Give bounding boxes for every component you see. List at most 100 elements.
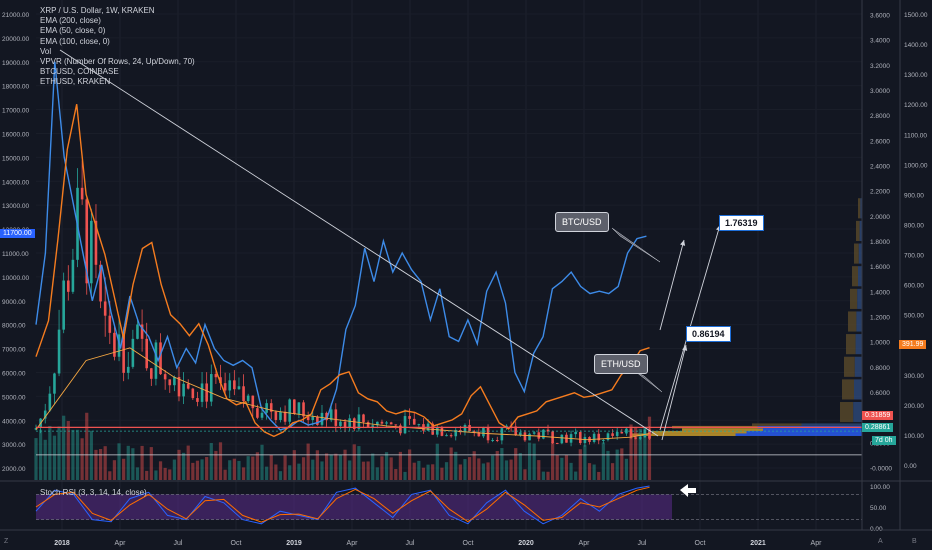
volume-bar (421, 467, 426, 480)
left-axis-tick: 7000.00 (2, 347, 26, 354)
volume-bar (269, 454, 273, 480)
xrp-candle (242, 386, 245, 402)
volume-bar (454, 451, 458, 480)
volume-bar (329, 454, 333, 480)
eth-value-box: 0.86194 (686, 326, 731, 342)
middle-axis-tick: 2.6000 (870, 138, 890, 145)
legend-item-ema200: EMA (200, close) (40, 16, 101, 26)
xrp-candle (491, 440, 494, 442)
xrp-candle (532, 432, 536, 434)
middle-axis-tick: 3.0000 (870, 88, 890, 95)
volume-bar (297, 463, 301, 480)
left-axis-tick: 5000.00 (2, 394, 26, 401)
volume-bar (560, 457, 564, 480)
xrp-candle (228, 380, 232, 391)
volume-bar (426, 464, 430, 480)
xrp-candle (542, 429, 545, 439)
indicator-legend: XRP / U.S. Dollar, 1W, KRAKEN EMA (200, … (40, 6, 195, 88)
volume-bar (643, 427, 647, 480)
left-axis-tick: 19000.00 (2, 60, 29, 67)
xrp-candle (214, 374, 218, 378)
xrp-candle (90, 220, 93, 284)
xrp-candle (634, 437, 637, 439)
legend-item-ema50: EMA (50, close, 0) (40, 26, 106, 36)
eth-projection-arrow-head (682, 345, 688, 351)
xrp-candle (279, 411, 282, 420)
xrp-candles (34, 160, 651, 447)
xrp-candle (537, 432, 541, 439)
xrp-candle (131, 338, 135, 367)
volume-bar (449, 447, 453, 480)
eth-callout: ETH/USD (594, 354, 648, 374)
left-axis-tick: 2000.00 (2, 466, 26, 473)
xrp-candle (385, 422, 388, 424)
vpvr-bar-down (746, 430, 862, 434)
legend-title: XRP / U.S. Dollar, 1W, KRAKEN (40, 6, 155, 15)
xrp-candle (311, 416, 315, 421)
volume-bar (389, 457, 393, 480)
grid-lines (36, 0, 862, 530)
xrp-candle (293, 399, 296, 414)
volume-bar (265, 466, 269, 480)
xrp-candle (546, 429, 550, 432)
middle-axis-tick: 3.2000 (870, 63, 890, 70)
xrp-candle (371, 425, 375, 427)
x-tick-label: 2021 (750, 540, 766, 547)
btc-callout: BTC/USD (555, 212, 609, 232)
volume-bar (48, 425, 52, 480)
volume-bar (343, 449, 347, 480)
zoom-button[interactable]: Z (4, 538, 9, 545)
xrp-candle (376, 421, 379, 426)
xrp-candle (209, 374, 213, 402)
log-scale-button[interactable]: B (912, 538, 917, 545)
eth-projection-arrow (661, 344, 687, 441)
xrp-candle (150, 368, 153, 379)
volume-bar (569, 462, 573, 480)
xrp-candle (648, 429, 651, 439)
xrp-candle (606, 433, 610, 441)
xrp-candle (113, 332, 116, 357)
volume-bar (301, 457, 306, 480)
volume-bar (324, 453, 329, 480)
volume-bar (62, 415, 66, 480)
volume-bar (431, 464, 435, 480)
rsi-axis-tick: 50.00 (870, 505, 887, 512)
right-axis-tick: 700.00 (904, 253, 924, 260)
xrp-candle (126, 366, 130, 373)
xrp-candle (53, 373, 56, 394)
auto-scale-button[interactable]: A (878, 538, 883, 545)
volume-bar (66, 421, 70, 480)
eth-series-line (35, 104, 650, 438)
annotations (36, 49, 862, 456)
left-axis-tick: 17000.00 (2, 108, 29, 115)
xrp-candle (394, 424, 398, 426)
middle-axis-tick: 2.8000 (870, 113, 890, 120)
volume-bar (564, 455, 569, 480)
volume-bar (223, 469, 227, 480)
x-tick-label: Apr (579, 540, 591, 547)
vpvr-bar-down (855, 334, 862, 355)
xrp-candle (168, 379, 172, 386)
xrp-candle (108, 315, 112, 333)
vpvr-bar-up (852, 266, 858, 287)
xrp-candle (625, 428, 628, 434)
volume-bar (237, 460, 241, 480)
xrp-candle (246, 395, 250, 402)
left-axis-tick: 18000.00 (2, 84, 29, 91)
volume-bar (168, 469, 172, 480)
xrp-candle (615, 431, 619, 436)
vpvr-bar-up (842, 379, 854, 400)
xrp-teal-price-tag: 0.28861 (862, 423, 894, 432)
volume-bar (145, 470, 149, 480)
xrp-candle (597, 433, 601, 441)
volume-bar (366, 461, 370, 480)
vpvr-bar-up (850, 288, 858, 309)
x-tick-label: Jul (406, 540, 415, 547)
volume-bar (504, 460, 509, 480)
xrp-candle (389, 422, 393, 425)
middle-axis-tick: 1.6000 (870, 264, 890, 271)
xrp-candle (454, 430, 458, 437)
vpvr-bar-up (844, 356, 855, 377)
xrp-candle (348, 418, 351, 428)
xrp-candle (145, 338, 149, 369)
